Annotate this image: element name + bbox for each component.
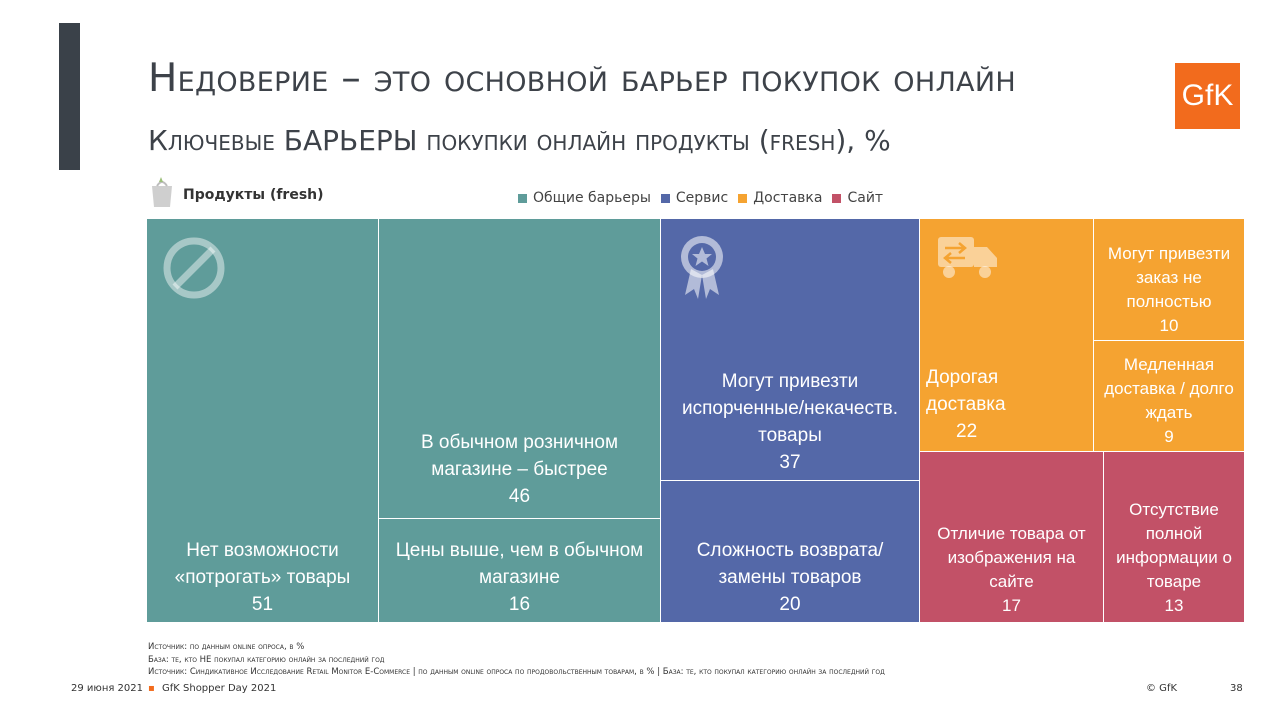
gfk-logo: GfK bbox=[1175, 63, 1240, 129]
legend-label: Общие барьеры bbox=[533, 190, 651, 206]
barriers-treemap: Нет возможности «потрогать» товары 51 В обы… bbox=[147, 219, 1245, 623]
legend-item-service: Сервис bbox=[660, 190, 729, 206]
footer-page-number: 38 bbox=[1230, 683, 1243, 694]
treemap-cell-value: 22 bbox=[956, 421, 978, 442]
treemap-cell-value: 17 bbox=[1002, 596, 1021, 615]
treemap-cell-higher-prices: Цены выше, чем в обычном магазине 16 bbox=[379, 519, 661, 623]
chart-legend: Общие барьеры Сервис Доставка Сайт bbox=[518, 190, 883, 206]
treemap-cell-value: 13 bbox=[1164, 596, 1184, 615]
page-title: Недоверие – это основной барьер покупок … bbox=[148, 56, 1016, 101]
treemap-cell-label: Отсутствие полной информации о товаре bbox=[1116, 500, 1232, 591]
treemap-cell-touch: Нет возможности «потрогать» товары 51 bbox=[147, 219, 379, 623]
treemap-cell-value: 51 bbox=[251, 594, 274, 615]
treemap-cell-slow-delivery: Медленная доставка / долго ждать 9 bbox=[1094, 341, 1245, 452]
treemap-cell-image-mismatch: Отличие товара от изображения на сайте 17 bbox=[920, 452, 1104, 623]
footnote-source-2: Источник: Синдикативное Исследование Ret… bbox=[148, 667, 885, 677]
treemap-cell-label: Могут привезти заказ не полностью bbox=[1107, 244, 1231, 311]
legend-label: Сервис bbox=[675, 190, 729, 206]
legend-item-delivery: Доставка bbox=[738, 190, 822, 206]
footer-copyright: © GfK bbox=[1146, 683, 1178, 694]
treemap-cell-faster-in-store: В обычном розничном магазине – быстрее 46 bbox=[379, 219, 661, 519]
footnote-base: База: те, кто НЕ покупал категорию онлай… bbox=[148, 654, 385, 665]
treemap-cell-label: В обычном розничном магазине – быстрее bbox=[420, 432, 619, 480]
legend-item-general: Общие барьеры bbox=[518, 190, 651, 206]
treemap-cell-label: Могут привезти испорченные/некачеств. това… bbox=[681, 371, 899, 446]
treemap-cell-value: 20 bbox=[779, 594, 801, 615]
treemap-cell-value: 46 bbox=[508, 486, 531, 507]
treemap-cell-label: Цены выше, чем в обычном магазине bbox=[395, 540, 644, 588]
treemap-cell-label: Нет возможности «потрогать» товары bbox=[174, 540, 351, 588]
legend-label: Сайт bbox=[847, 190, 884, 206]
treemap-cell-value: 9 bbox=[1164, 427, 1174, 446]
treemap-cell-incomplete-order: Могут привезти заказ не полностью 10 bbox=[1094, 219, 1245, 341]
treemap-cell-label: Сложность возврата/замены товаров bbox=[696, 540, 884, 588]
legend-swatch bbox=[660, 193, 670, 203]
treemap-cell-label: Медленная доставка / долго ждать bbox=[1104, 355, 1234, 422]
treemap-cell-value: 10 bbox=[1159, 316, 1179, 335]
legend-item-site: Сайт bbox=[832, 190, 883, 206]
treemap-cell-returns: Сложность возврата/замены товаров 20 bbox=[661, 481, 920, 623]
footer-event: GfK Shopper Day 2021 bbox=[162, 683, 277, 694]
prohibited-icon bbox=[163, 237, 225, 299]
delivery-truck-icon bbox=[938, 237, 997, 278]
footer-date: 29 июня 2021 bbox=[71, 683, 144, 694]
quality-badge-icon bbox=[681, 236, 723, 299]
side-accent-bar bbox=[59, 23, 80, 170]
page-subtitle: Ключевые БАРЬЕРЫ покупки онлайн продукты… bbox=[148, 124, 891, 157]
footnote-source: Источник: по данным online опроса, в % bbox=[148, 642, 305, 652]
legend-swatch bbox=[738, 193, 748, 203]
treemap-cell-label: Дорогая доставка bbox=[926, 367, 1006, 415]
treemap-cell-value: 37 bbox=[779, 452, 801, 473]
legend-swatch bbox=[832, 193, 842, 203]
legend-swatch bbox=[518, 193, 527, 203]
footnotes: Источник: по данным online опроса, в % Б… bbox=[148, 641, 885, 679]
category-label: Продукты (fresh) bbox=[183, 187, 324, 203]
treemap-cell-label: Отличие товара от изображения на сайте bbox=[937, 524, 1086, 591]
legend-label: Доставка bbox=[753, 190, 823, 206]
grocery-bag-icon bbox=[152, 177, 172, 207]
treemap-cell-value: 16 bbox=[508, 594, 531, 615]
footer-bullet: ▪ bbox=[148, 683, 155, 694]
treemap-cell-missing-info: Отсутствие полной информации о товаре 13 bbox=[1104, 452, 1245, 623]
